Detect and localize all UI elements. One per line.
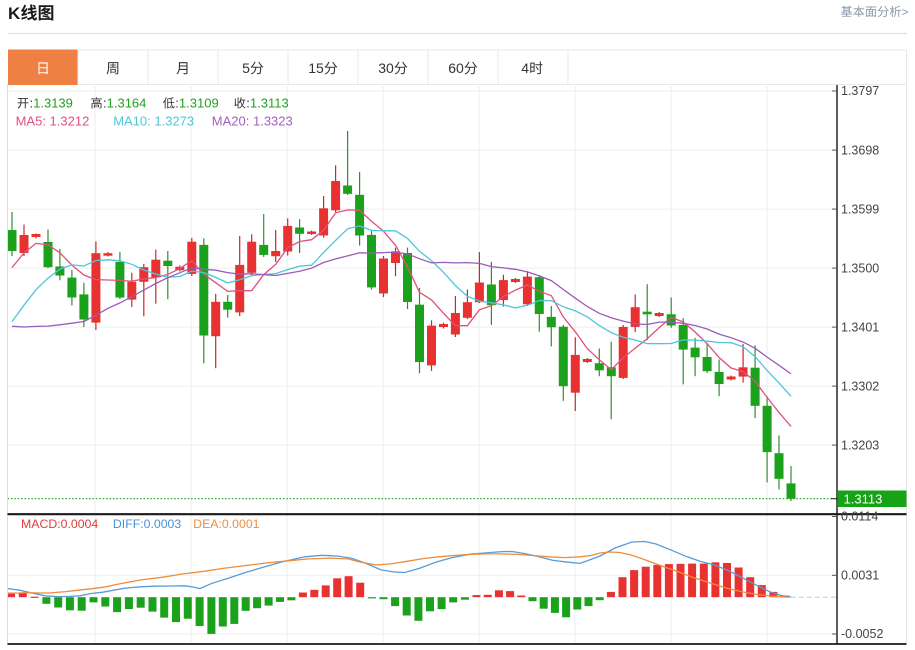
svg-text:1.3698: 1.3698	[841, 143, 879, 157]
svg-text:1.3401: 1.3401	[841, 320, 879, 334]
svg-text:1.3599: 1.3599	[841, 202, 879, 216]
svg-text::1.3139: :1.3139	[30, 96, 73, 111]
svg-text:15: 15	[308, 60, 324, 76]
svg-text:0.0114: 0.0114	[841, 510, 878, 524]
svg-text:0.0031: 0.0031	[841, 569, 879, 583]
svg-text:30: 30	[378, 60, 394, 76]
svg-text:1.3203: 1.3203	[841, 438, 879, 452]
svg-text:4: 4	[521, 60, 529, 76]
svg-text:1.3797: 1.3797	[841, 84, 879, 98]
svg-text:-0.0052: -0.0052	[841, 627, 883, 641]
svg-text:60: 60	[448, 60, 464, 76]
svg-text:K: K	[8, 4, 21, 23]
svg-text:>: >	[902, 5, 909, 19]
svg-text::1.3113: :1.3113	[246, 96, 288, 111]
svg-text::1.3164: :1.3164	[103, 96, 146, 111]
svg-text:1.3500: 1.3500	[841, 261, 879, 275]
svg-text:1.3302: 1.3302	[841, 379, 879, 393]
svg-text:1.3113: 1.3113	[844, 492, 883, 507]
svg-text::1.3109: :1.3109	[175, 96, 218, 111]
svg-text:5: 5	[242, 60, 250, 76]
